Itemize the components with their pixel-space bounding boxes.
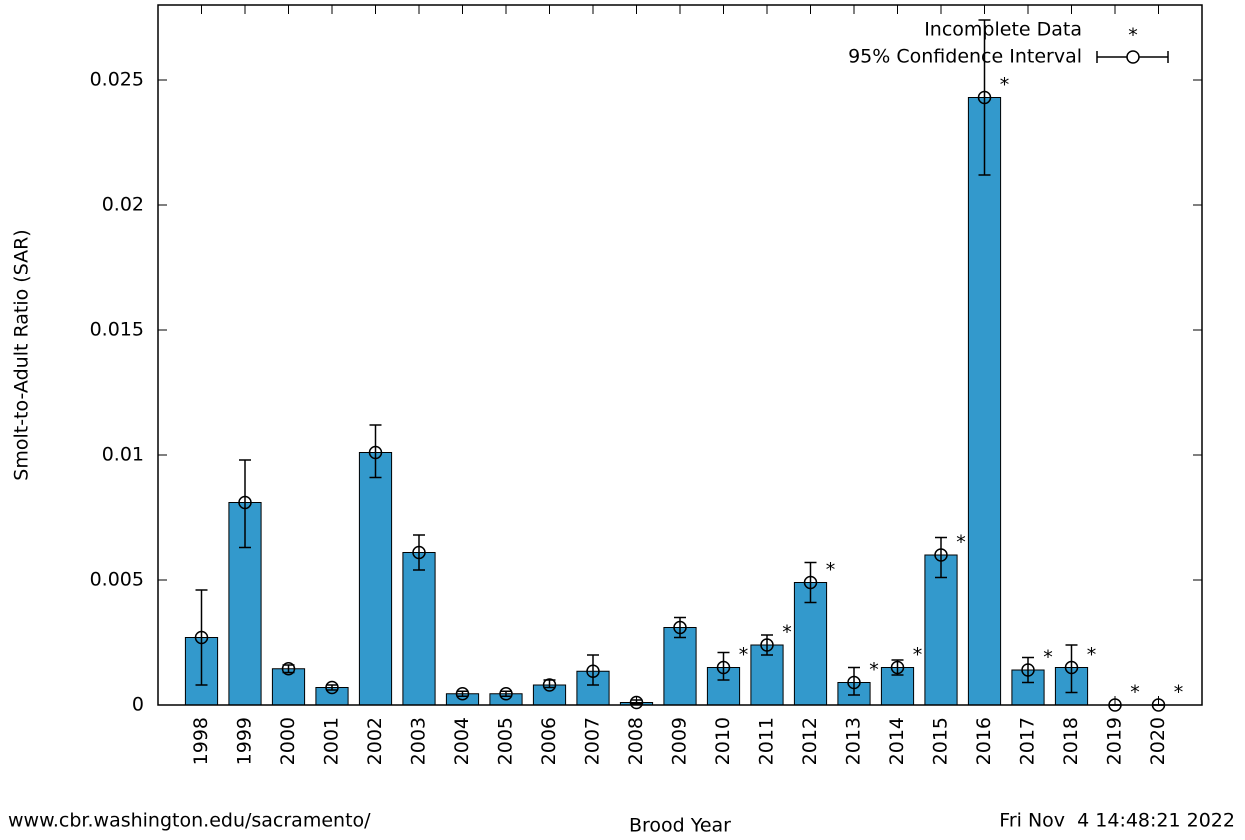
point-marker: [586, 664, 600, 678]
error-bar: [369, 424, 382, 479]
x-tick-label: 2012: [799, 717, 821, 765]
point-marker: [629, 695, 644, 710]
point-marker: [890, 660, 905, 675]
point-marker: [673, 620, 687, 635]
point-marker: [238, 495, 252, 510]
y-tick-label: 0.015: [90, 319, 144, 341]
x-tick-label: 2010: [712, 717, 734, 765]
error-bar: [239, 459, 251, 549]
x-tick-label: 2016: [973, 717, 995, 765]
legend-label: Incomplete Data: [924, 19, 1082, 41]
error-bar: [1022, 656, 1034, 684]
x-tick-label: 1998: [190, 717, 212, 765]
point-marker: [1021, 663, 1035, 677]
incomplete-marker: *: [782, 622, 792, 644]
incomplete-marker: *: [1174, 682, 1184, 704]
y-tick-label: 0.01: [102, 444, 144, 466]
point-marker: [368, 445, 383, 460]
bar: [358, 452, 393, 706]
incomplete-marker: *: [1130, 682, 1140, 704]
point-marker: [847, 675, 861, 690]
point-marker: [803, 575, 818, 590]
x-tick-label: 2011: [756, 717, 778, 765]
error-bar: [413, 534, 425, 571]
error-bar: [717, 651, 730, 681]
x-tick-label: 2015: [930, 717, 952, 765]
x-tick-label: 2020: [1147, 717, 1169, 765]
point-marker: [716, 660, 731, 675]
x-tick-label: 2001: [321, 717, 343, 765]
point-marker: [977, 90, 992, 105]
x-tick-label: 2007: [582, 717, 604, 765]
point-marker: [499, 687, 513, 701]
bar: [402, 552, 436, 706]
error-bar: [1065, 644, 1078, 694]
legend-label: 95% Confidence Interval: [848, 46, 1082, 68]
point-marker: [281, 662, 296, 676]
error-bar: [456, 690, 469, 697]
y-tick-label: 0.005: [90, 569, 144, 591]
x-tick-label: 2019: [1104, 717, 1126, 765]
x-tick-label: 2014: [886, 717, 908, 765]
incomplete-marker: *: [956, 532, 966, 554]
incomplete-marker: *: [1087, 644, 1097, 666]
footer-left: www.cbr.washington.edu/sacramento/: [8, 810, 371, 832]
incomplete-marker: *: [826, 559, 836, 581]
y-tick-label: 0: [132, 694, 144, 716]
x-tick-label: 2008: [625, 717, 647, 765]
error-bar: [500, 690, 512, 697]
legend-symbol: [1126, 50, 1140, 64]
incomplete-marker: *: [1000, 74, 1010, 96]
x-tick-label: 2017: [1017, 717, 1039, 765]
x-tick-label: 2004: [451, 717, 473, 765]
y-axis-label: Smolt-to-Adult Ratio (SAR): [11, 229, 33, 480]
point-marker: [542, 678, 557, 692]
x-axis-label: Brood Year: [629, 815, 731, 837]
point-marker: [325, 680, 339, 695]
y-tick-label: 0.02: [102, 194, 144, 216]
incomplete-marker: *: [869, 659, 879, 681]
x-tick-label: 2018: [1060, 717, 1082, 765]
error-bar: [326, 684, 338, 691]
x-tick-label: 2005: [495, 717, 517, 765]
x-tick-label: 2002: [364, 717, 386, 765]
x-tick-label: 2003: [408, 717, 430, 765]
incomplete-marker: *: [913, 644, 923, 666]
y-tick-label: 0.025: [90, 69, 144, 91]
point-marker: [412, 545, 426, 560]
error-bar: [587, 654, 599, 686]
point-marker: [455, 687, 470, 701]
bar: [663, 627, 697, 706]
legend-symbol: *: [1128, 25, 1138, 47]
error-bar: [804, 561, 817, 604]
error-bar: [630, 699, 643, 705]
x-tick-label: 1999: [234, 717, 256, 765]
x-tick-label: 2000: [277, 717, 299, 765]
error-bar: [935, 536, 947, 579]
x-tick-label: 2009: [669, 717, 691, 765]
footer-right: Fri Nov 4 14:48:21 2022: [999, 810, 1235, 832]
x-tick-label: 2006: [538, 717, 560, 765]
incomplete-marker: *: [739, 644, 749, 666]
x-tick-label: 2013: [843, 717, 865, 765]
bar: [967, 97, 1002, 706]
error-bar: [978, 19, 991, 176]
point-marker: [760, 638, 774, 652]
error-bar: [891, 659, 904, 676]
point-marker: [194, 630, 209, 645]
incomplete-marker: *: [1043, 647, 1053, 669]
plot-border: [157, 4, 1203, 706]
error-bar: [848, 666, 860, 696]
error-bar: [195, 589, 208, 686]
point-marker: [934, 548, 948, 562]
point-marker: [1064, 660, 1079, 675]
